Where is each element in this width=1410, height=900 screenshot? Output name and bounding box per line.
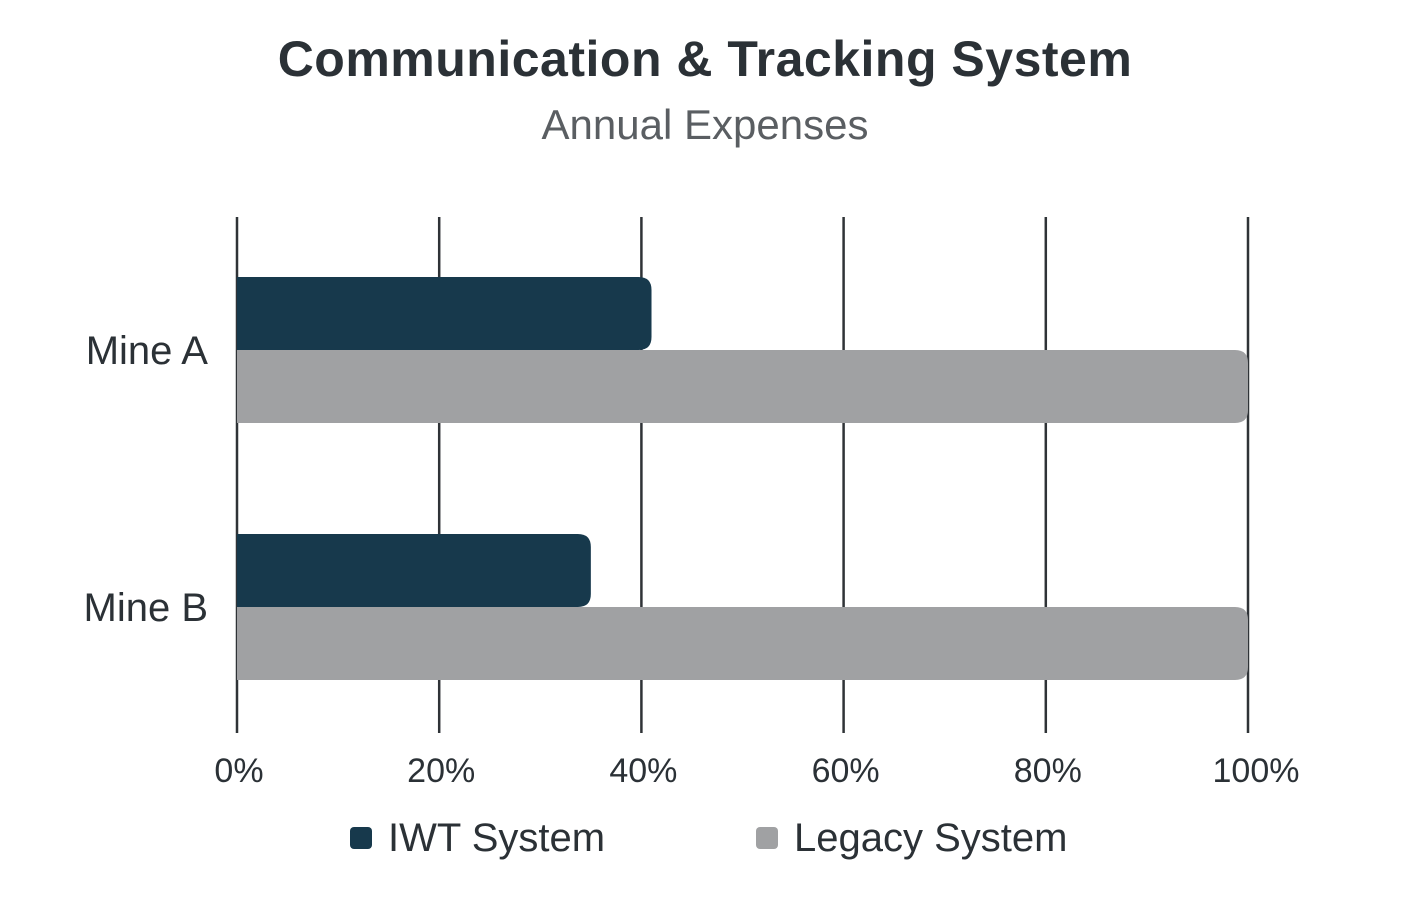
legend-swatch-iwt: [350, 827, 372, 849]
x-tick-label-4: 80%: [1014, 752, 1082, 790]
x-tick-label-0: 0%: [214, 752, 263, 790]
legend-swatch-legacy: [756, 827, 778, 849]
x-tick-label-1: 20%: [407, 752, 475, 790]
bar-iwt-mine-b: [237, 534, 591, 607]
category-label-mine-a: Mine A: [86, 329, 209, 373]
bar-legacy-mine-b: [237, 607, 1248, 680]
x-tick-label-2: 40%: [609, 752, 677, 790]
chart-subtitle: Annual Expenses: [541, 101, 869, 148]
x-tick-label-3: 60%: [812, 752, 880, 790]
legend-label-iwt: IWT System: [388, 815, 606, 860]
chart-title: Communication & Tracking System: [277, 31, 1133, 87]
legend-label-legacy: Legacy System: [794, 815, 1068, 860]
bar-iwt-mine-a: [237, 277, 652, 350]
category-label-mine-b: Mine B: [84, 586, 209, 630]
bar-legacy-mine-a: [237, 350, 1248, 423]
legend-item-legacy: Legacy System: [756, 812, 1067, 864]
x-tick-label-5: 100%: [1213, 752, 1300, 790]
legend-item-iwt: IWT System: [350, 812, 605, 864]
